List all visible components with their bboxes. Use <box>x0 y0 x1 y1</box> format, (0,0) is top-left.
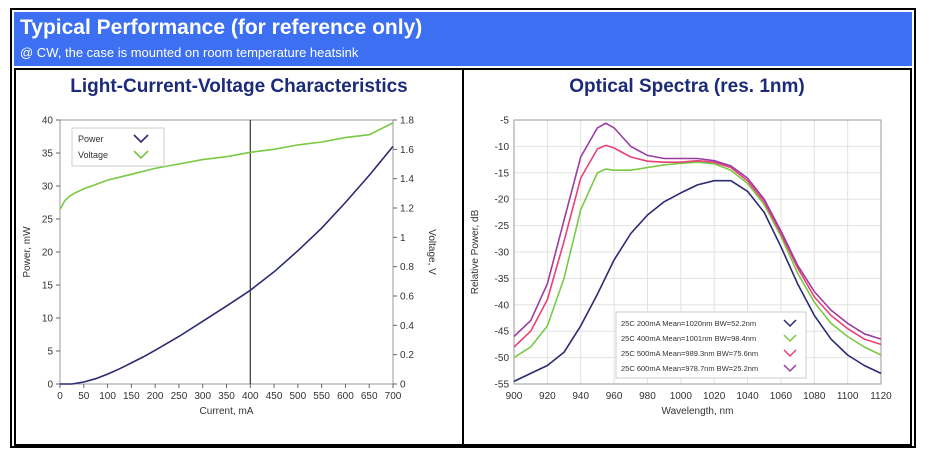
liv-x-tick-label: 700 <box>385 391 402 402</box>
spec-series-0 <box>513 179 882 383</box>
liv-x-tick-label: 400 <box>242 391 259 402</box>
spectra-chart-title: Optical Spectra (res. 1nm) <box>569 76 805 97</box>
liv-x-tick-label: 450 <box>266 391 283 402</box>
liv-x-tick-label: 100 <box>99 391 116 402</box>
spec-series-1 <box>513 161 882 359</box>
spectra-panel: Optical Spectra (res. 1nm) 900 920 940 960 9… <box>462 68 912 446</box>
liv-y-tick-label: 5 <box>47 347 53 358</box>
spec-legend-swatch <box>783 334 797 343</box>
liv-legend-swatch <box>133 134 149 144</box>
spec-x-tick-label: 1120 <box>870 391 892 402</box>
spec-x-axis-label: Wavelength, nm <box>662 406 734 417</box>
spec-series-2 <box>513 144 882 348</box>
liv-x-tick-label: 200 <box>147 391 164 402</box>
spec-y-tick-label: -40 <box>495 300 510 311</box>
spec-y-tick-label: -35 <box>495 274 510 285</box>
liv-x-tick-label: 150 <box>123 391 140 402</box>
spec-legend-swatch <box>783 349 797 358</box>
liv-y2-axis-label: Voltage, V <box>426 229 437 275</box>
spec-y-tick-label: -5 <box>500 116 509 127</box>
spec-x-tick-label: 1000 <box>670 391 693 402</box>
liv-x-tick-label: 250 <box>171 391 188 402</box>
liv-x-tick-label: 550 <box>313 391 330 402</box>
liv-x-axis-label: Current, mA <box>200 406 254 417</box>
liv-y2-tick-label: 1 <box>400 233 406 244</box>
spec-x-tick-label: 1100 <box>837 391 859 402</box>
spec-legend <box>615 311 807 379</box>
spec-legend-label: 25C 200mA Mean=1020nm BW=52.2nm <box>621 319 756 328</box>
liv-y-tick-label: 40 <box>42 116 54 127</box>
liv-y2-tick-label: 0.6 <box>400 292 414 303</box>
spec-y-tick-label: -55 <box>495 380 510 391</box>
liv-y-tick-label: 35 <box>42 149 54 160</box>
liv-panel: Light-Current-Voltage Characteristics 0 5… <box>14 68 464 446</box>
liv-y2-tick-label: 1.2 <box>400 204 414 215</box>
spec-y-tick-label: -20 <box>495 195 510 206</box>
spec-x-tick-label: 1020 <box>703 391 726 402</box>
spectra-chart: 900 920 940 960 980 1000 1020 1040 1060 1080 1100 1… <box>470 116 892 418</box>
liv-y-tick-label: 25 <box>42 215 54 226</box>
liv-x-tick-label: 50 <box>78 391 90 402</box>
header-banner: Typical Performance (for reference only)… <box>14 12 912 66</box>
spec-y-tick-label: -25 <box>495 221 510 232</box>
spec-x-tick-label: 1060 <box>770 391 793 402</box>
spec-plot-area <box>513 119 882 385</box>
spec-x-tick-label: 1040 <box>736 391 759 402</box>
liv-y2-tick-label: 0.2 <box>400 350 414 361</box>
page-title: Typical Performance (for reference only) <box>20 16 423 39</box>
spec-y-tick-label: -45 <box>495 327 510 338</box>
liv-x-tick-label: 500 <box>290 391 307 402</box>
spec-x-tick-label: 920 <box>539 391 556 402</box>
spec-y-axis-label: Relative Power, dB <box>470 209 481 294</box>
liv-y2-tick-label: 0 <box>400 380 406 391</box>
liv-x-tick-label: 300 <box>194 391 211 402</box>
spec-legend-label: 25C 500mA Mean=989.3nm BW=75.6nm <box>621 349 758 358</box>
liv-chart: 0 50 100 150 200 250 300 350 400 450 500 550 600 650 7… <box>22 116 437 418</box>
liv-y-axis-label: Power, mW <box>22 226 33 278</box>
spec-x-tick-label: 960 <box>606 391 623 402</box>
liv-y2-tick-label: 1.8 <box>400 116 414 127</box>
spec-series-3 <box>513 122 882 340</box>
liv-series-voltage <box>59 122 394 210</box>
spec-legend-swatch <box>783 364 797 373</box>
liv-x-tick-label: 350 <box>218 391 235 402</box>
liv-y2-tick-label: 0.8 <box>400 262 414 273</box>
spec-legend-swatch <box>783 319 797 328</box>
outer-frame <box>10 8 916 448</box>
liv-y-tick-label: 30 <box>42 182 54 193</box>
spec-x-tick-label: 900 <box>506 391 523 402</box>
liv-x-tick-label: 650 <box>361 391 378 402</box>
spec-x-tick-label: 940 <box>572 391 589 402</box>
spec-y-tick-label: -30 <box>495 248 510 259</box>
liv-x-tick-label: 0 <box>57 391 63 402</box>
spec-y-tick-label: -15 <box>495 168 510 179</box>
liv-legend-swatch <box>133 150 149 160</box>
liv-y2-tick-label: 0.4 <box>400 321 414 332</box>
liv-legend-label: Voltage <box>78 150 108 160</box>
liv-legend <box>71 127 165 167</box>
spec-x-tick-label: 980 <box>639 391 656 402</box>
liv-y2-tick-label: 1.4 <box>400 174 414 185</box>
spec-y-tick-label: -10 <box>495 142 510 153</box>
spec-x-tick-label: 1080 <box>803 391 826 402</box>
liv-y-tick-label: 10 <box>42 314 54 325</box>
liv-y-tick-label: 0 <box>47 380 53 391</box>
spec-y-tick-label: -50 <box>495 353 510 364</box>
spec-legend-label: 25C 400mA Mean=1001nm BW=98.4nm <box>621 334 756 343</box>
liv-x-tick-label: 600 <box>337 391 354 402</box>
liv-y-tick-label: 15 <box>42 281 54 292</box>
spec-legend-label: 25C 600mA Mean=978.7nm BW=25.2nm <box>621 364 758 373</box>
liv-y-tick-label: 20 <box>42 248 54 259</box>
liv-legend-label: Power <box>78 134 104 144</box>
page-subtitle: @ CW, the case is mounted on room temper… <box>20 45 359 60</box>
liv-series-power <box>60 145 394 385</box>
liv-y2-tick-label: 1.6 <box>400 145 414 156</box>
liv-chart-title: Light-Current-Voltage Characteristics <box>70 76 408 97</box>
